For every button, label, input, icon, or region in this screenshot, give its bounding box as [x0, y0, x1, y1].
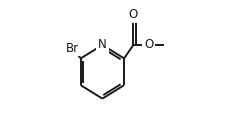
Text: O: O: [144, 38, 153, 51]
Text: N: N: [98, 38, 106, 51]
Text: Br: Br: [66, 42, 79, 55]
Text: O: O: [128, 8, 137, 21]
